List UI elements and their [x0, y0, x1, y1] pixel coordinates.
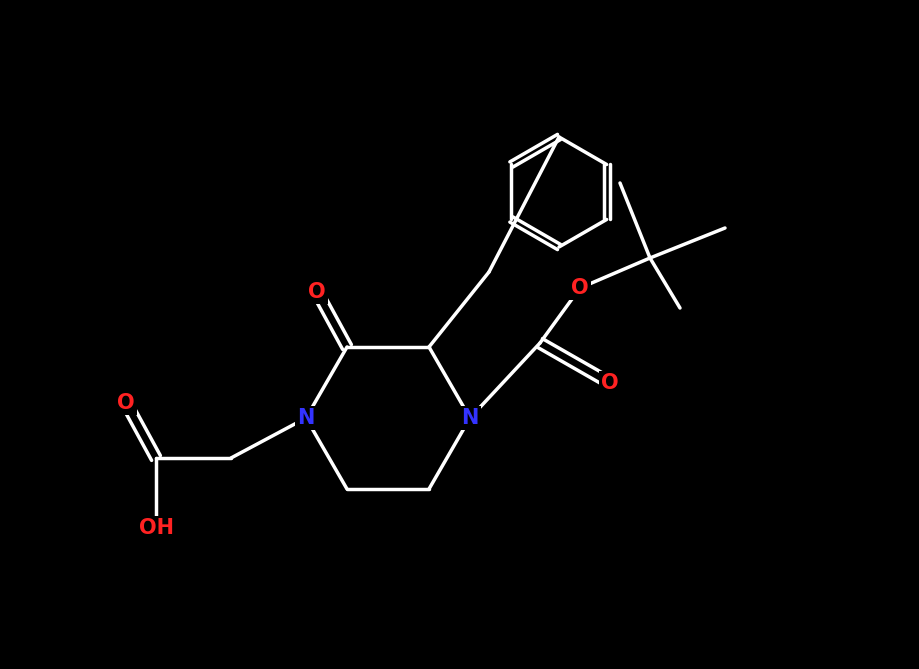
- Text: O: O: [572, 278, 589, 298]
- Text: OH: OH: [139, 518, 174, 538]
- Text: N: N: [298, 408, 314, 428]
- Text: O: O: [308, 282, 326, 302]
- Text: N: N: [461, 408, 479, 428]
- Text: O: O: [118, 393, 135, 413]
- Text: O: O: [601, 373, 618, 393]
